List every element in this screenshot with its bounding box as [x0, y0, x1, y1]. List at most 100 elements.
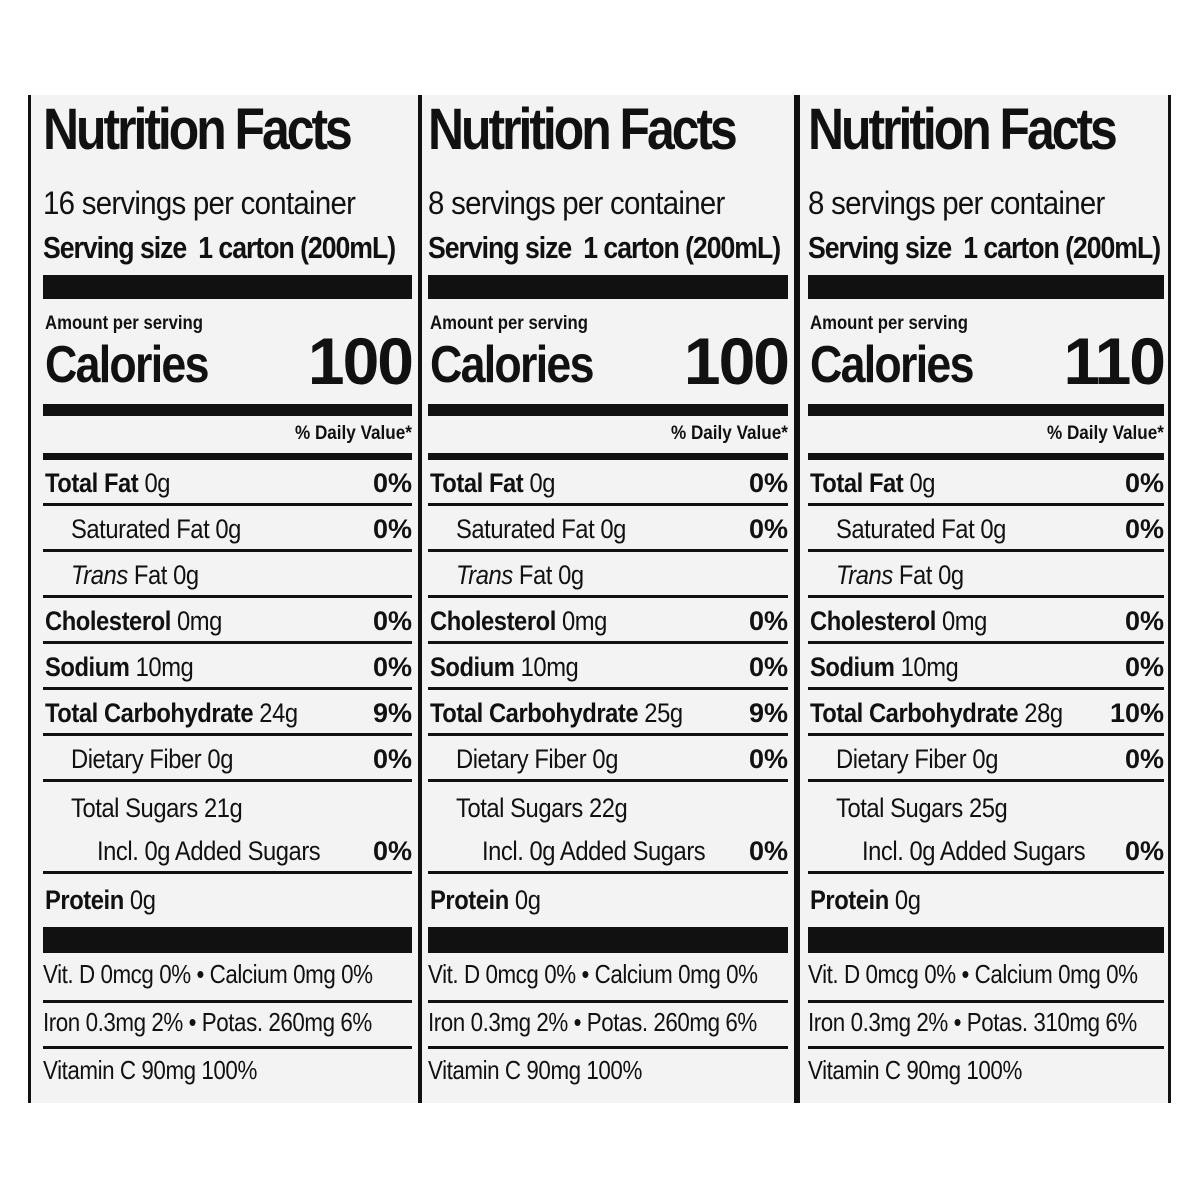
vitamins-line-1: Vit. D 0mcg 0% • Calcium 0mg 0%: [43, 959, 373, 989]
nutrient-percent: 0%: [748, 744, 788, 774]
divider-daily-value: [808, 453, 1164, 460]
row-total-sugars: Total Sugars 25g: [808, 782, 1164, 828]
serving-size: Serving size 1 carton (200mL): [428, 230, 781, 266]
nutrient-amount: Saturated Fat 0g: [456, 514, 626, 544]
nutrient-name: Sodium: [810, 652, 895, 682]
divider-thin: [43, 1046, 412, 1049]
calories-value: 100: [683, 324, 790, 398]
nutrition-labels-frame: Nutrition Facts 16 servings per containe…: [28, 95, 1171, 1103]
nutrient-amount: 0mg: [935, 606, 987, 636]
row-dietary-fiber: Dietary Fiber 0g 0%: [43, 736, 412, 782]
nutrient-amount: Total Sugars 25g: [836, 793, 1008, 823]
serving-size-value: 1 carton (200mL): [963, 230, 1161, 265]
vitamins-line-2: Iron 0.3mg 2% • Potas. 310mg 6%: [808, 1007, 1137, 1037]
nutrient-name: Total Fat: [45, 468, 139, 498]
nutrient-amount: Fat 0g: [127, 560, 199, 590]
nutrient-amount: 0g: [523, 468, 556, 498]
divider-bottom: [808, 927, 1164, 953]
serving-size: Serving size 1 carton (200mL): [43, 230, 396, 266]
row-trans-fat: Trans Fat 0g: [808, 552, 1164, 598]
nutrient-rows: Total Fat 0g 0% Saturated Fat 0g 0% Trans …: [428, 460, 788, 920]
vitamins-line-3: Vitamin C 90mg 100%: [428, 1055, 642, 1085]
nutrient-percent: 0%: [372, 514, 412, 544]
calories-value: 110: [1063, 324, 1166, 398]
vitamins-line-1: Vit. D 0mcg 0% • Calcium 0mg 0%: [428, 959, 758, 989]
divider-thin: [428, 1046, 788, 1049]
panel-title: Nutrition Facts: [808, 97, 1118, 162]
nutrient-percent: 0%: [372, 468, 412, 498]
divider-daily-value: [43, 453, 412, 460]
nutrient-amount: 0mg: [170, 606, 222, 636]
nutrient-amount: 0g: [123, 885, 156, 915]
nutrition-panel-1: Nutrition Facts 16 servings per containe…: [31, 95, 418, 1103]
row-cholesterol: Cholesterol 0mg 0%: [808, 598, 1164, 644]
nutrient-percent: 0%: [748, 652, 788, 682]
serving-size-value: 1 carton (200mL): [198, 230, 396, 265]
row-sodium: Sodium 10mg 0%: [428, 644, 788, 690]
divider-medium: [808, 404, 1164, 416]
nutrient-amount: Dietary Fiber 0g: [71, 744, 233, 774]
row-added-sugars: Incl. 0g Added Sugars 0%: [428, 828, 788, 874]
nutrient-rows: Total Fat 0g 0% Saturated Fat 0g 0% Trans …: [808, 460, 1164, 920]
nutrient-amount: Incl. 0g Added Sugars: [482, 836, 706, 866]
nutrient-amount: 0mg: [555, 606, 607, 636]
serving-size-value: 1 carton (200mL): [583, 230, 781, 265]
nutrient-percent: 0%: [748, 514, 788, 544]
nutrient-name: Trans: [836, 560, 893, 590]
nutrient-name: Protein: [45, 885, 124, 915]
divider-bottom: [43, 927, 412, 953]
panel-title: Nutrition Facts: [43, 97, 353, 162]
nutrient-amount: 24g: [253, 698, 298, 728]
nutrient-name: Cholesterol: [430, 606, 556, 636]
panel-title: Nutrition Facts: [428, 97, 738, 162]
vitamins-line-2: Iron 0.3mg 2% • Potas. 260mg 6%: [428, 1007, 757, 1037]
nutrient-amount: Incl. 0g Added Sugars: [862, 836, 1086, 866]
nutrient-name: Trans: [456, 560, 513, 590]
nutrient-name: Sodium: [430, 652, 515, 682]
nutrient-percent: 0%: [372, 606, 412, 636]
row-total-fat: Total Fat 0g 0%: [428, 460, 788, 506]
row-cholesterol: Cholesterol 0mg 0%: [43, 598, 412, 644]
serving-size-label: Serving size: [808, 230, 952, 265]
nutrient-name: Sodium: [45, 652, 130, 682]
divider-medium: [43, 404, 412, 416]
row-dietary-fiber: Dietary Fiber 0g 0%: [808, 736, 1164, 782]
nutrient-amount: 25g: [638, 698, 683, 728]
nutrient-amount: Fat 0g: [512, 560, 584, 590]
row-trans-fat: Trans Fat 0g: [43, 552, 412, 598]
row-trans-fat: Trans Fat 0g: [428, 552, 788, 598]
nutrient-name: Total Fat: [430, 468, 524, 498]
nutrient-name: Total Carbohydrate: [810, 698, 1019, 728]
nutrient-name: Total Fat: [810, 468, 904, 498]
nutrient-percent: 0%: [1124, 606, 1164, 636]
row-total-sugars: Total Sugars 22g: [428, 782, 788, 828]
row-sodium: Sodium 10mg 0%: [808, 644, 1164, 690]
daily-value-header: % Daily Value*: [1047, 423, 1164, 444]
nutrient-name: Protein: [810, 885, 889, 915]
row-total-sugars: Total Sugars 21g: [43, 782, 412, 828]
nutrient-amount: Dietary Fiber 0g: [836, 744, 998, 774]
divider-medium: [428, 404, 788, 416]
nutrient-percent: 0%: [748, 836, 788, 866]
divider-daily-value: [428, 453, 788, 460]
servings-per-container: 8 servings per container: [428, 185, 725, 221]
nutrient-percent: 0%: [748, 606, 788, 636]
divider-thick: [808, 275, 1164, 299]
nutrient-amount: Total Sugars 22g: [456, 793, 628, 823]
row-added-sugars: Incl. 0g Added Sugars 0%: [43, 828, 412, 874]
row-cholesterol: Cholesterol 0mg 0%: [428, 598, 788, 644]
serving-size: Serving size 1 carton (200mL): [808, 230, 1161, 266]
nutrient-amount: Saturated Fat 0g: [836, 514, 1006, 544]
nutrient-percent: 0%: [1124, 744, 1164, 774]
nutrient-percent: 0%: [1124, 514, 1164, 544]
calories-label: Calories: [430, 336, 594, 394]
nutrient-amount: Total Sugars 21g: [71, 793, 243, 823]
nutrient-name: Total Carbohydrate: [430, 698, 639, 728]
servings-per-container: 8 servings per container: [808, 185, 1105, 221]
nutrient-amount: Fat 0g: [892, 560, 964, 590]
nutrient-rows: Total Fat 0g 0% Saturated Fat 0g 0% Trans …: [43, 460, 412, 920]
nutrient-percent: 9%: [748, 698, 788, 728]
nutrient-amount: 0g: [138, 468, 171, 498]
row-total-carbohydrate: Total Carbohydrate 28g 10%: [808, 690, 1164, 736]
nutrient-amount: 10mg: [894, 652, 959, 682]
